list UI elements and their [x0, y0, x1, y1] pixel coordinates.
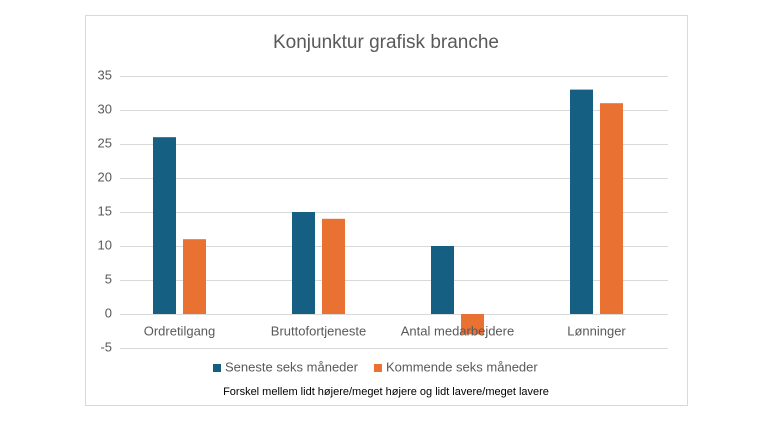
- x-tick-label: Lønninger: [567, 323, 626, 338]
- bar: [153, 137, 176, 314]
- legend-swatch: [213, 364, 221, 372]
- y-tick-label: 5: [105, 271, 112, 286]
- bar: [292, 212, 315, 314]
- x-tick-label: Ordretilgang: [144, 323, 216, 338]
- legend-label: Seneste seks måneder: [225, 359, 359, 374]
- y-tick-label: 35: [98, 67, 112, 82]
- y-tick-label: 20: [98, 169, 112, 184]
- legend-label: Kommende seks måneder: [386, 359, 538, 374]
- bar: [431, 246, 454, 314]
- chart-note: Forskel mellem lidt højere/meget højere …: [223, 386, 549, 398]
- y-tick-label: 15: [98, 203, 112, 218]
- bar: [322, 218, 345, 314]
- bar: [570, 89, 593, 314]
- y-tick-label: -5: [100, 339, 112, 354]
- bar: [461, 314, 484, 335]
- bar: [183, 239, 206, 314]
- x-tick-label: Antal medarbejdere: [401, 323, 514, 338]
- chart-title: Konjunktur grafisk branche: [273, 32, 499, 53]
- y-tick-label: 0: [105, 305, 112, 320]
- legend-swatch: [373, 364, 382, 372]
- x-tick-label: Bruttofortjeneste: [271, 323, 366, 338]
- y-tick-label: 10: [98, 237, 112, 252]
- y-tick-label: 30: [98, 101, 112, 116]
- bar: [600, 103, 623, 314]
- y-tick-label: 25: [98, 135, 112, 150]
